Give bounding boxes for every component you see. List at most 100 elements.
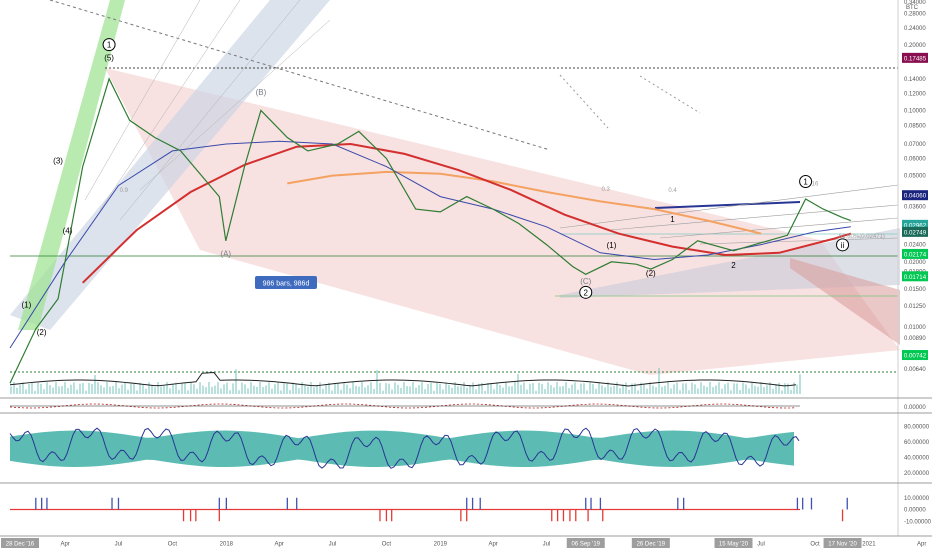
volume-bar bbox=[229, 390, 231, 394]
volume-bar bbox=[796, 384, 798, 394]
volume-bar bbox=[724, 384, 726, 394]
volume-bar bbox=[238, 390, 240, 394]
grid-lines bbox=[0, 0, 932, 537]
volume-bar bbox=[745, 384, 747, 394]
volume-bar bbox=[544, 389, 546, 394]
volume-bar bbox=[568, 388, 570, 394]
volume-bar bbox=[574, 382, 576, 394]
wave-label-11: (2) bbox=[646, 269, 656, 278]
volume-bar bbox=[628, 389, 630, 394]
volume-bar bbox=[214, 385, 216, 394]
volume-bar bbox=[697, 388, 699, 394]
volume-bar bbox=[10, 386, 12, 394]
volume-bar bbox=[634, 383, 636, 394]
volume-bar bbox=[361, 382, 363, 394]
volume-bar bbox=[727, 382, 729, 394]
volume-bar bbox=[148, 382, 150, 394]
volume-bar bbox=[355, 385, 357, 394]
volume-bar bbox=[631, 383, 633, 394]
volume-bar bbox=[217, 382, 219, 394]
volume-bar bbox=[118, 388, 120, 394]
volume-bar bbox=[112, 385, 114, 394]
volume-bar bbox=[94, 375, 96, 394]
wave-label-12: 1 bbox=[670, 215, 675, 224]
fan-line-3 bbox=[659, 217, 899, 239]
volume-bar bbox=[145, 388, 147, 394]
volume-bar bbox=[175, 382, 177, 394]
volume-bar bbox=[523, 382, 525, 394]
volume-bar bbox=[334, 383, 336, 394]
volume-bar bbox=[511, 386, 513, 394]
upper-fan-line-3 bbox=[119, 0, 301, 221]
volume-bar bbox=[556, 382, 558, 394]
time-label-9: Apr bbox=[488, 542, 497, 548]
osc2-rsi-line bbox=[9, 427, 800, 469]
volume-bar bbox=[586, 390, 588, 394]
wave-label-4: (1) bbox=[22, 300, 32, 309]
volume-bar bbox=[76, 389, 78, 394]
volume-bar bbox=[283, 383, 285, 394]
volume-bars bbox=[10, 368, 801, 394]
volume-bar bbox=[436, 382, 438, 394]
volume-bar bbox=[34, 390, 36, 394]
volume-bar bbox=[22, 382, 24, 394]
volume-bar bbox=[13, 382, 15, 394]
volume-bar bbox=[385, 383, 387, 394]
volume-bar bbox=[661, 386, 663, 394]
volume-bar bbox=[490, 383, 492, 394]
price-tick-9: 0.05000 bbox=[904, 174, 926, 180]
small-label-1: 0.3 bbox=[602, 187, 611, 193]
volume-bar bbox=[124, 382, 126, 394]
volume-bar bbox=[373, 389, 375, 394]
volume-bar bbox=[325, 384, 327, 394]
volume-bar bbox=[277, 382, 279, 394]
volume-bar bbox=[535, 390, 537, 394]
volume-bar bbox=[457, 386, 459, 394]
volume-bar bbox=[505, 382, 507, 394]
volume-bar bbox=[481, 382, 483, 394]
volume-bar bbox=[703, 385, 705, 394]
volume-bar bbox=[46, 382, 48, 394]
volume-bar bbox=[271, 388, 273, 394]
volume-bar bbox=[295, 384, 297, 394]
volume-bar bbox=[61, 386, 63, 394]
volume-bar bbox=[763, 387, 765, 394]
price-tick-12: 0.02400 bbox=[904, 243, 926, 249]
volume-bar bbox=[721, 388, 723, 394]
ma-short-line bbox=[9, 140, 851, 349]
volume-bar bbox=[55, 382, 57, 394]
volume-bar bbox=[484, 390, 486, 394]
time-label-17: 2021 bbox=[862, 542, 876, 548]
upper-fan-line-4 bbox=[139, 19, 331, 191]
volume-bar bbox=[319, 382, 321, 394]
volume-bar bbox=[205, 387, 207, 394]
volume-bar bbox=[301, 382, 303, 394]
volume-bar bbox=[292, 382, 294, 394]
volume-bar bbox=[793, 382, 795, 394]
price-badge-label-2: 0.02962 bbox=[904, 222, 927, 229]
volume-bar bbox=[241, 382, 243, 394]
wave-label-10: (1) bbox=[607, 241, 617, 250]
price-badge-1 bbox=[902, 190, 928, 201]
upper-fan-line-1 bbox=[84, 0, 201, 201]
volume-bar bbox=[469, 384, 471, 394]
volume-bar bbox=[478, 383, 480, 394]
volume-bar bbox=[664, 385, 666, 394]
volume-bar bbox=[517, 373, 519, 394]
volume-bar bbox=[427, 383, 429, 394]
volume-bar bbox=[541, 383, 543, 394]
volume-bar bbox=[64, 382, 66, 394]
volume-bar bbox=[655, 387, 657, 394]
volume-bar bbox=[256, 386, 258, 394]
osc3-tick-2: -10.00000 bbox=[904, 519, 932, 525]
volume-bar bbox=[625, 382, 627, 394]
volume-bar bbox=[178, 389, 180, 394]
time-label-6: Jul bbox=[329, 542, 337, 548]
price-tick-19: 0.00640 bbox=[904, 367, 926, 373]
volume-bar bbox=[562, 385, 564, 394]
volume-bar bbox=[412, 382, 414, 394]
volume-bar bbox=[154, 387, 156, 394]
volume-bar bbox=[211, 386, 213, 394]
volume-bar bbox=[685, 383, 687, 394]
volume-bar bbox=[403, 382, 405, 394]
